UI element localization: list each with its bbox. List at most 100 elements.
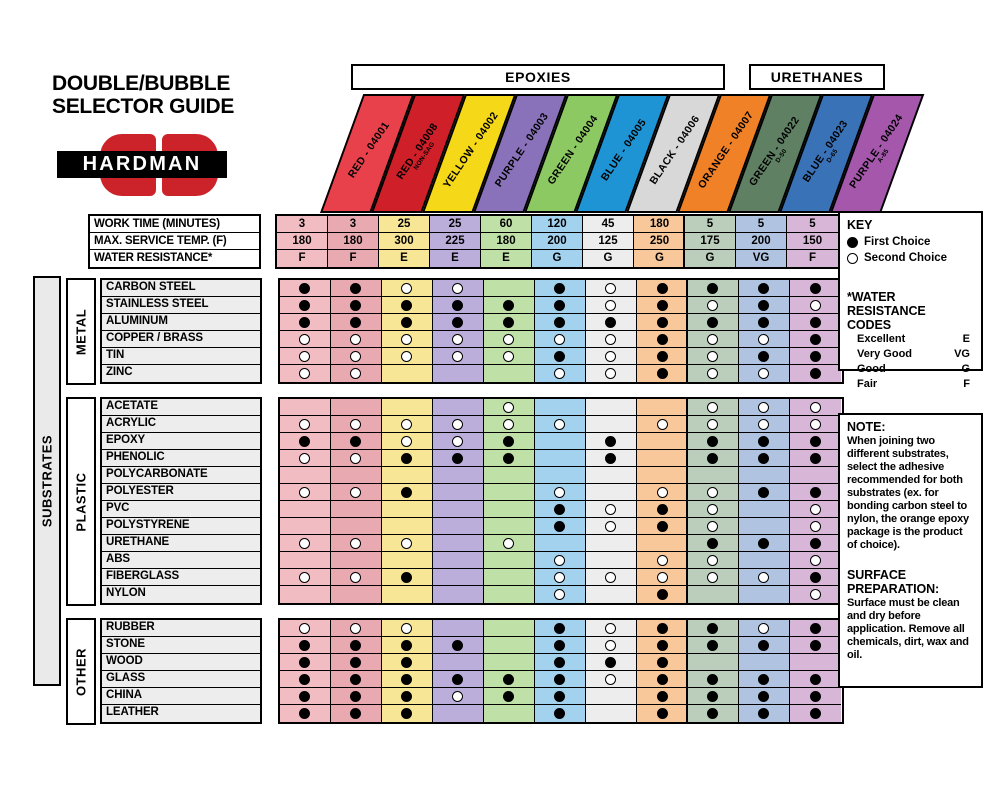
- recommendation-cell[interactable]: [739, 518, 790, 535]
- recommendation-cell[interactable]: [433, 348, 484, 365]
- recommendation-cell[interactable]: [484, 280, 535, 297]
- recommendation-cell[interactable]: [331, 467, 382, 484]
- recommendation-cell[interactable]: [739, 637, 790, 654]
- recommendation-cell[interactable]: [637, 348, 688, 365]
- substrate-name-cell[interactable]: COPPER / BRASS: [102, 331, 260, 348]
- recommendation-cell[interactable]: [535, 433, 586, 450]
- recommendation-cell[interactable]: [535, 620, 586, 637]
- recommendation-cell[interactable]: [382, 331, 433, 348]
- recommendation-cell[interactable]: [382, 569, 433, 586]
- recommendation-cell[interactable]: [688, 467, 739, 484]
- recommendation-cell[interactable]: [637, 433, 688, 450]
- recommendation-cell[interactable]: [484, 450, 535, 467]
- substrate-name-cell[interactable]: POLYSTYRENE: [102, 518, 260, 535]
- substrate-name-cell[interactable]: TIN: [102, 348, 260, 365]
- recommendation-cell[interactable]: [331, 331, 382, 348]
- recommendation-cell[interactable]: [280, 535, 331, 552]
- substrate-name-cell[interactable]: PVC: [102, 501, 260, 518]
- recommendation-cell[interactable]: [688, 416, 739, 433]
- substrate-name-cell[interactable]: POLYESTER: [102, 484, 260, 501]
- recommendation-cell[interactable]: [280, 365, 331, 382]
- recommendation-cell[interactable]: [586, 450, 637, 467]
- recommendation-cell[interactable]: [433, 365, 484, 382]
- recommendation-cell[interactable]: [382, 552, 433, 569]
- recommendation-cell[interactable]: [535, 280, 586, 297]
- recommendation-cell[interactable]: [637, 297, 688, 314]
- recommendation-cell[interactable]: [688, 297, 739, 314]
- recommendation-cell[interactable]: [790, 671, 841, 688]
- recommendation-cell[interactable]: [586, 399, 637, 416]
- recommendation-cell[interactable]: [535, 484, 586, 501]
- recommendation-cell[interactable]: [790, 688, 841, 705]
- recommendation-cell[interactable]: [637, 331, 688, 348]
- recommendation-cell[interactable]: [382, 518, 433, 535]
- recommendation-cell[interactable]: [739, 467, 790, 484]
- recommendation-cell[interactable]: [331, 620, 382, 637]
- recommendation-cell[interactable]: [637, 450, 688, 467]
- substrate-name-cell[interactable]: RUBBER: [102, 620, 260, 637]
- recommendation-cell[interactable]: [433, 688, 484, 705]
- recommendation-cell[interactable]: [331, 518, 382, 535]
- recommendation-cell[interactable]: [739, 586, 790, 603]
- recommendation-cell[interactable]: [586, 586, 637, 603]
- recommendation-cell[interactable]: [790, 348, 841, 365]
- recommendation-cell[interactable]: [331, 705, 382, 722]
- recommendation-cell[interactable]: [433, 314, 484, 331]
- recommendation-cell[interactable]: [280, 552, 331, 569]
- substrate-name-cell[interactable]: ABS: [102, 552, 260, 569]
- recommendation-cell[interactable]: [790, 569, 841, 586]
- recommendation-cell[interactable]: [331, 501, 382, 518]
- recommendation-cell[interactable]: [280, 399, 331, 416]
- recommendation-cell[interactable]: [280, 586, 331, 603]
- recommendation-cell[interactable]: [586, 501, 637, 518]
- recommendation-cell[interactable]: [382, 399, 433, 416]
- recommendation-cell[interactable]: [586, 705, 637, 722]
- recommendation-cell[interactable]: [433, 433, 484, 450]
- substrate-name-cell[interactable]: URETHANE: [102, 535, 260, 552]
- recommendation-cell[interactable]: [688, 280, 739, 297]
- recommendation-cell[interactable]: [535, 501, 586, 518]
- recommendation-cell[interactable]: [331, 484, 382, 501]
- recommendation-cell[interactable]: [433, 501, 484, 518]
- recommendation-cell[interactable]: [484, 518, 535, 535]
- recommendation-cell[interactable]: [535, 399, 586, 416]
- recommendation-cell[interactable]: [280, 518, 331, 535]
- recommendation-cell[interactable]: [484, 399, 535, 416]
- recommendation-cell[interactable]: [586, 688, 637, 705]
- recommendation-cell[interactable]: [382, 705, 433, 722]
- recommendation-cell[interactable]: [331, 535, 382, 552]
- recommendation-cell[interactable]: [484, 535, 535, 552]
- substrate-name-cell[interactable]: ALUMINUM: [102, 314, 260, 331]
- recommendation-cell[interactable]: [484, 569, 535, 586]
- recommendation-cell[interactable]: [382, 348, 433, 365]
- recommendation-cell[interactable]: [790, 314, 841, 331]
- recommendation-cell[interactable]: [535, 365, 586, 382]
- recommendation-cell[interactable]: [688, 433, 739, 450]
- recommendation-cell[interactable]: [280, 314, 331, 331]
- recommendation-cell[interactable]: [637, 671, 688, 688]
- recommendation-cell[interactable]: [331, 569, 382, 586]
- recommendation-cell[interactable]: [790, 535, 841, 552]
- recommendation-cell[interactable]: [535, 705, 586, 722]
- recommendation-cell[interactable]: [331, 586, 382, 603]
- recommendation-cell[interactable]: [637, 552, 688, 569]
- recommendation-cell[interactable]: [433, 637, 484, 654]
- recommendation-cell[interactable]: [739, 331, 790, 348]
- recommendation-cell[interactable]: [433, 569, 484, 586]
- recommendation-cell[interactable]: [484, 365, 535, 382]
- recommendation-cell[interactable]: [433, 331, 484, 348]
- recommendation-cell[interactable]: [382, 280, 433, 297]
- recommendation-cell[interactable]: [688, 552, 739, 569]
- recommendation-cell[interactable]: [688, 535, 739, 552]
- recommendation-cell[interactable]: [535, 637, 586, 654]
- recommendation-cell[interactable]: [382, 297, 433, 314]
- recommendation-cell[interactable]: [790, 501, 841, 518]
- recommendation-cell[interactable]: [484, 331, 535, 348]
- recommendation-cell[interactable]: [484, 654, 535, 671]
- recommendation-cell[interactable]: [790, 467, 841, 484]
- substrate-name-cell[interactable]: CHINA: [102, 688, 260, 705]
- recommendation-cell[interactable]: [433, 450, 484, 467]
- recommendation-cell[interactable]: [331, 365, 382, 382]
- recommendation-cell[interactable]: [484, 586, 535, 603]
- recommendation-cell[interactable]: [433, 535, 484, 552]
